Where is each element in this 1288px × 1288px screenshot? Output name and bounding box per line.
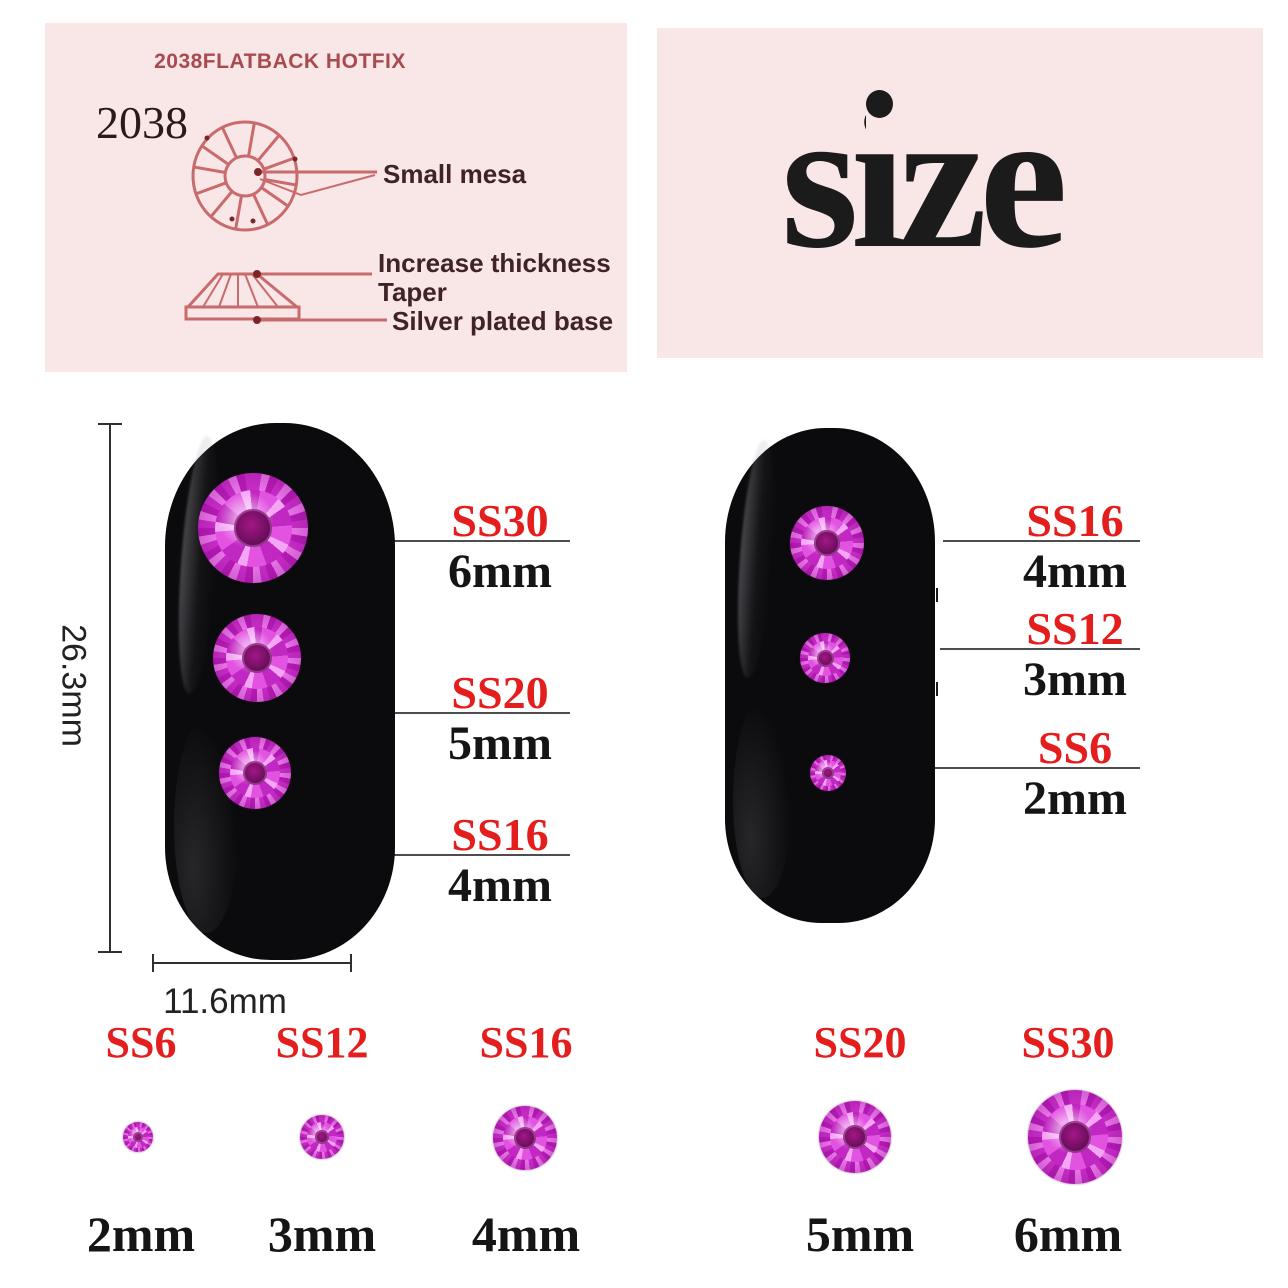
- chart-ss-label: SS20: [813, 1018, 907, 1067]
- nail-height-value: 26.3mm: [54, 624, 93, 747]
- chart-ss-label: SS30: [1021, 1018, 1115, 1067]
- flatback-info-box: [45, 23, 627, 372]
- i-dot: [866, 90, 893, 118]
- callout-line-ss6: [913, 767, 1140, 769]
- callout-ss16-left: SS16: [451, 809, 549, 860]
- chart-ss-label: SS6: [105, 1018, 177, 1067]
- chart-mm-label: 6mm: [1013, 1206, 1123, 1262]
- chart-ss-label: SS12: [275, 1018, 369, 1067]
- callout-ss6-mm: 2mm: [1023, 772, 1127, 825]
- silver-plated-base-label: Silver plated base: [392, 306, 614, 336]
- callout-ss30: SS30: [451, 495, 549, 546]
- rhinestone-diagram: [184, 120, 387, 324]
- callout-ss16-left-mm: 4mm: [448, 859, 552, 912]
- chart-mm-label: 5mm: [805, 1206, 915, 1262]
- width-measure-line: [153, 962, 352, 964]
- callout-line-ss16-left: [340, 854, 570, 856]
- chart-rhinestone-ss30: [1028, 1090, 1122, 1184]
- callout-ss20-mm: 5mm: [448, 717, 552, 770]
- chart-ss-label: SS16: [479, 1018, 573, 1067]
- chart-rhinestone-ss6: [123, 1122, 153, 1152]
- rhinestone-ss16-left: [219, 737, 291, 809]
- callout-ss30-mm: 6mm: [448, 545, 552, 598]
- chart-rhinestone-ss20: [819, 1101, 891, 1173]
- height-measure-top-cap: [98, 423, 122, 425]
- callout-ss20: SS20: [451, 667, 549, 718]
- chart-mm-label: 4mm: [471, 1206, 581, 1262]
- callout-line-ss12: [940, 648, 1140, 650]
- top-view-diagram: [191, 120, 377, 232]
- rhinestone-ss16-right: [790, 506, 864, 580]
- small-mesa-label: Small mesa: [383, 159, 527, 189]
- callout-ss12: SS12: [1026, 603, 1124, 654]
- callout-line-ss16-right: [943, 540, 1140, 542]
- model-number: 2038: [96, 97, 188, 148]
- height-measure-bottom-cap: [98, 951, 122, 953]
- chart-rhinestone-ss12: [300, 1115, 344, 1159]
- chart-rhinestone-ss16: [493, 1106, 557, 1170]
- rhinestone-ss6: [810, 755, 846, 791]
- width-measure-left-tick: [152, 954, 154, 972]
- chart-mm-label: 3mm: [267, 1206, 377, 1262]
- callout-ss12-mm: 3mm: [1023, 653, 1127, 706]
- callout-ss16-right-mm: 4mm: [1023, 545, 1127, 598]
- rhinestone-ss12: [800, 633, 850, 683]
- diagram-dots: [204, 135, 298, 324]
- nail-edge-tick: [936, 682, 938, 696]
- side-view-diagram: [184, 272, 387, 322]
- chart-mm-label: 2mm: [86, 1206, 196, 1262]
- rhinestone-ss20: [213, 614, 301, 702]
- nail-width-value: 11.6mm: [163, 982, 287, 1021]
- callout-line-ss30: [340, 540, 570, 542]
- width-measure-right-tick: [350, 954, 352, 972]
- callout-ss6: SS6: [1037, 722, 1113, 773]
- callout-line-ss20: [340, 712, 570, 714]
- size-box: [657, 28, 1263, 358]
- increase-thickness-label: Increase thickness: [378, 248, 611, 278]
- rhinestone-ss30: [198, 473, 308, 583]
- info-box-title: 2038FLATBACK HOTFIX: [154, 50, 406, 73]
- taper-label: Taper: [378, 277, 447, 307]
- callout-ss16-right: SS16: [1026, 495, 1124, 546]
- size-title: size: [781, 69, 1068, 290]
- nail-edge-tick: [936, 588, 938, 602]
- height-measure-line: [109, 424, 111, 953]
